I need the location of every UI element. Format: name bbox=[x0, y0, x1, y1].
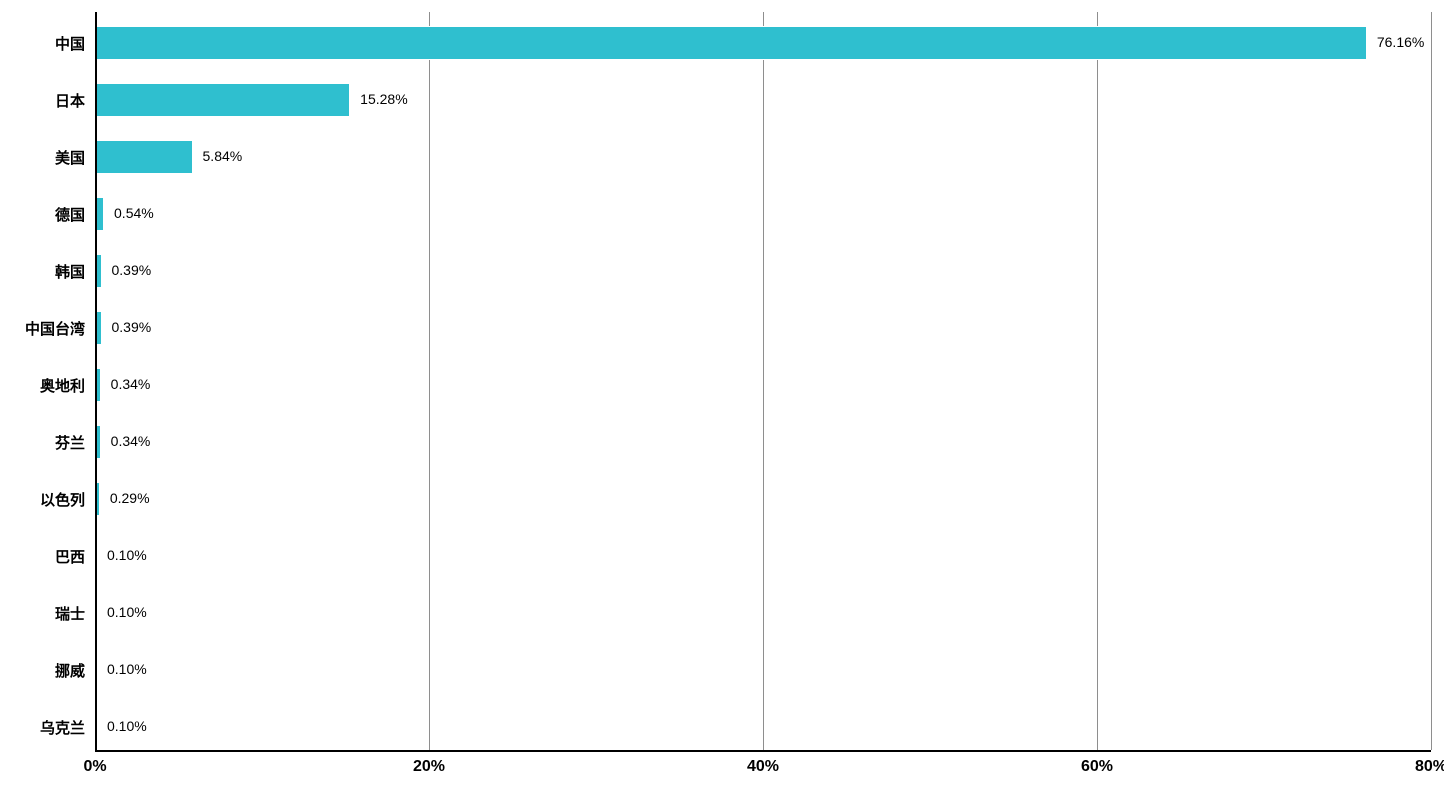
plot-area: 中国76.16%日本15.28%美国5.84%德国0.54%韩国0.39%中国台… bbox=[95, 12, 1431, 750]
category-label: 瑞士 bbox=[55, 603, 85, 624]
value-label: 0.29% bbox=[110, 490, 150, 506]
value-label: 0.39% bbox=[112, 319, 152, 335]
value-label: 0.39% bbox=[112, 262, 152, 278]
category-label: 中国台湾 bbox=[25, 318, 85, 339]
value-label: 0.10% bbox=[107, 718, 147, 734]
category-label: 中国 bbox=[55, 33, 85, 54]
x-tick-label: 60% bbox=[1081, 758, 1113, 776]
value-label: 0.34% bbox=[111, 433, 151, 449]
value-label: 0.54% bbox=[114, 205, 154, 221]
x-axis bbox=[95, 750, 1431, 752]
bar bbox=[95, 26, 1367, 60]
x-tick-label: 80% bbox=[1415, 758, 1444, 776]
value-label: 0.10% bbox=[107, 547, 147, 563]
value-label: 0.34% bbox=[111, 376, 151, 392]
category-label: 挪威 bbox=[55, 660, 85, 681]
y-axis bbox=[95, 12, 97, 750]
category-label: 奥地利 bbox=[40, 375, 85, 396]
category-label: 日本 bbox=[55, 90, 85, 111]
gridline bbox=[763, 12, 764, 750]
country-share-bar-chart: 中国 76.16% 日本 15.28% 美国 5.84% 德国 0.54% 韩国 0.39% 中国台… bbox=[0, 0, 1444, 787]
value-label: 0.10% bbox=[107, 604, 147, 620]
category-label: 芬兰 bbox=[55, 432, 85, 453]
gridline bbox=[1097, 12, 1098, 750]
value-label: 15.28% bbox=[360, 91, 407, 107]
category-label: 乌克兰 bbox=[40, 717, 85, 738]
gridline bbox=[429, 12, 430, 750]
x-tick-label: 20% bbox=[413, 758, 445, 776]
value-label: 5.84% bbox=[203, 148, 243, 164]
category-label: 德国 bbox=[55, 204, 85, 225]
category-label: 韩国 bbox=[55, 261, 85, 282]
category-label: 美国 bbox=[55, 147, 85, 168]
x-tick-label: 40% bbox=[747, 758, 779, 776]
bar bbox=[95, 83, 350, 117]
value-label: 0.10% bbox=[107, 661, 147, 677]
value-label: 76.16% bbox=[1377, 34, 1424, 50]
category-label: 巴西 bbox=[55, 546, 85, 567]
gridline bbox=[1431, 12, 1432, 750]
bar bbox=[95, 140, 193, 174]
x-tick-label: 0% bbox=[83, 758, 106, 776]
category-label: 以色列 bbox=[40, 489, 85, 510]
